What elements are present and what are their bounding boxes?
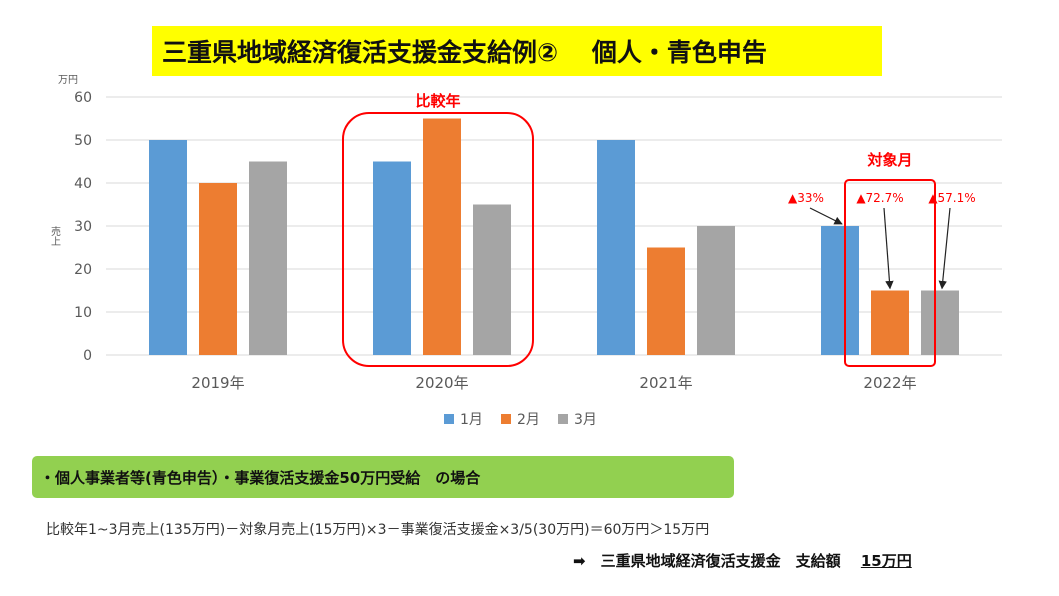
condition-banner: ・個人事業者等(青色申告）・事業復活支援金50万円受給 の場合 bbox=[32, 456, 734, 498]
bar-2月-2020年 bbox=[423, 118, 461, 355]
legend-label: 1月 bbox=[460, 412, 483, 428]
calculation-formula: 比較年1~3月売上(135万円)－対象月売上(15万円)×3－事業復活支援金×3… bbox=[46, 522, 710, 538]
y-tick-label: 20 bbox=[74, 262, 92, 278]
y-tick-label: 0 bbox=[83, 348, 92, 364]
page-title: 三重県地域経済復活支援金支給例② 個人・青色申告 bbox=[152, 26, 882, 76]
bar-2月-2021年 bbox=[647, 247, 685, 355]
decline-rate-label: ▲33% bbox=[788, 191, 824, 205]
x-tick-label: 2020年 bbox=[415, 374, 468, 392]
x-tick-label: 2021年 bbox=[639, 374, 692, 392]
x-tick-label: 2019年 bbox=[191, 374, 244, 392]
legend-swatch bbox=[444, 414, 454, 424]
y-axis-label: 売上 bbox=[49, 225, 61, 246]
decline-arrow bbox=[883, 207, 894, 290]
bar-1月-2019年 bbox=[149, 140, 187, 355]
payment-result: ➡ 三重県地域経済復活支援金 支給額 15万円 bbox=[573, 550, 912, 571]
bar-3月-2020年 bbox=[473, 204, 511, 355]
x-tick-label: 2022年 bbox=[863, 374, 916, 392]
decline-arrow bbox=[938, 207, 951, 290]
bar-1月-2021年 bbox=[597, 140, 635, 355]
legend-swatch bbox=[501, 414, 511, 424]
legend-swatch bbox=[558, 414, 568, 424]
y-tick-label: 60 bbox=[74, 90, 92, 106]
comparison-year-label: 比較年 bbox=[415, 92, 460, 110]
decline-rate-label: ▲72.7% bbox=[856, 191, 903, 205]
y-tick-label: 10 bbox=[74, 305, 92, 321]
bar-3月-2021年 bbox=[697, 226, 735, 355]
y-tick-label: 50 bbox=[74, 133, 92, 149]
y-tick-label: 30 bbox=[74, 219, 92, 235]
target-month-highlight bbox=[844, 179, 936, 367]
y-tick-label: 40 bbox=[74, 176, 92, 192]
result-label: 三重県地域経済復活支援金 支給額 bbox=[600, 552, 841, 570]
legend-label: 3月 bbox=[574, 412, 597, 428]
bar-3月-2022年 bbox=[921, 290, 959, 355]
decline-arrow bbox=[809, 207, 843, 225]
comparison-year-highlight bbox=[342, 112, 534, 367]
result-arrow-icon: ➡ bbox=[573, 552, 586, 570]
legend-label: 2月 bbox=[517, 412, 540, 428]
bar-2月-2019年 bbox=[199, 183, 237, 355]
y-unit-label: 万円 bbox=[58, 75, 78, 86]
decline-rate-label: ▲57.1% bbox=[928, 191, 975, 205]
bar-1月-2020年 bbox=[373, 161, 411, 355]
bar-1月-2022年 bbox=[821, 226, 859, 355]
target-month-label: 対象月 bbox=[866, 151, 912, 169]
bar-2月-2022年 bbox=[871, 290, 909, 355]
result-amount: 15万円 bbox=[860, 552, 912, 570]
bar-3月-2019年 bbox=[249, 161, 287, 355]
